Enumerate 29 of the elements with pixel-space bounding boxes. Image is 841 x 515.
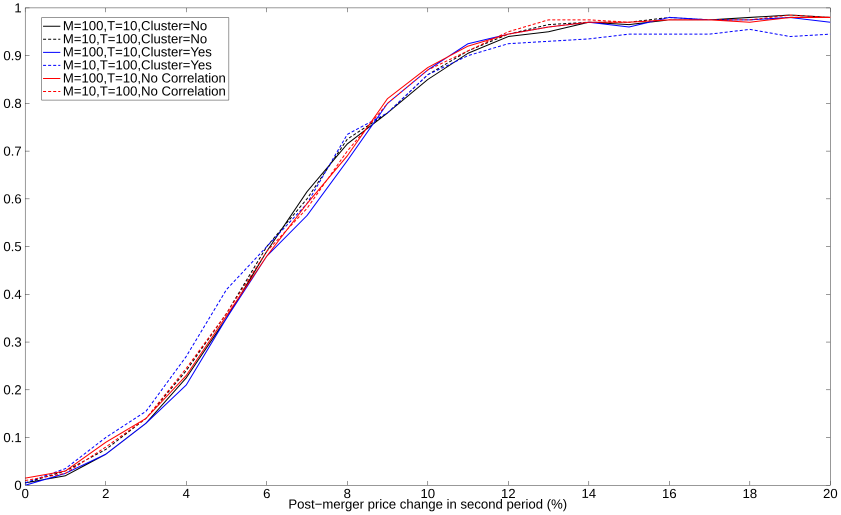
legend-label: M=100,T=10,Cluster=Yes bbox=[64, 46, 212, 58]
x-tick-label: 18 bbox=[744, 489, 757, 498]
legend-label: M=10,T=100,Cluster=Yes bbox=[64, 60, 212, 72]
x-tick-label: 14 bbox=[582, 489, 596, 498]
y-tick-label: 0.7 bbox=[4, 146, 21, 156]
y-tick-label: 0.2 bbox=[4, 385, 21, 395]
y-tick-label: 1 bbox=[15, 4, 22, 13]
y-tick-label: 0.8 bbox=[4, 98, 22, 108]
x-tick-label: 6 bbox=[264, 489, 270, 498]
legend-label: M=10,T=100,Cluster=No bbox=[64, 34, 207, 46]
x-tick-label: 8 bbox=[344, 489, 350, 498]
x-tick-label: 12 bbox=[502, 489, 515, 498]
x-tick-label: 20 bbox=[824, 489, 838, 498]
y-tick-label: 0.6 bbox=[4, 194, 22, 204]
y-tick-label: 0 bbox=[14, 480, 22, 490]
y-tick-label: 0.1 bbox=[4, 433, 22, 442]
x-tick-label: 4 bbox=[182, 489, 190, 498]
y-tick-label: 0.9 bbox=[4, 51, 22, 60]
y-tick-label: 0.4 bbox=[4, 290, 22, 300]
legend-label: M=10,T=100,No Correlation bbox=[64, 86, 225, 98]
y-tick-label: 0.3 bbox=[4, 338, 22, 347]
legend-label: M=100,T=10,No Correlation bbox=[64, 73, 225, 84]
x-tick-label: 2 bbox=[102, 489, 109, 498]
legend-label: M=100,T=10,Cluster=No bbox=[64, 20, 207, 32]
x-axis-title: Post−merger price change in second period (%) bbox=[289, 499, 566, 512]
x-tick-label: 16 bbox=[662, 489, 676, 498]
y-tick-label: 0.5 bbox=[4, 242, 22, 252]
x-tick-label: 0 bbox=[22, 489, 28, 498]
x-tick-label: 10 bbox=[421, 489, 435, 498]
